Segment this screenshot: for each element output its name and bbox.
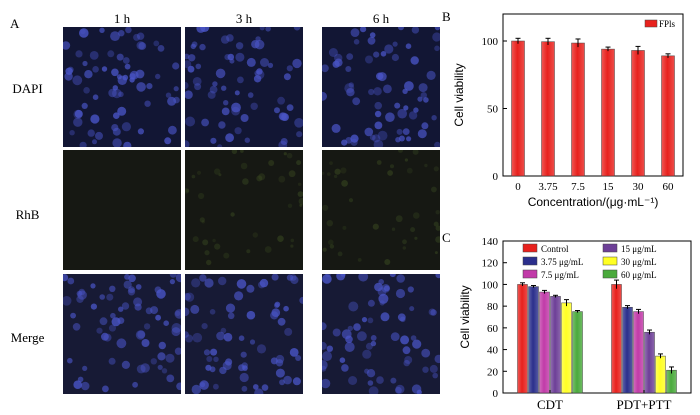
bar	[633, 311, 644, 394]
legend-label: 7.5 μg/mL	[541, 270, 579, 280]
micrograph-rhb-3	[322, 150, 440, 270]
micrograph-rhb-1	[63, 150, 181, 270]
micrograph-merge-3	[322, 274, 440, 394]
bar	[611, 284, 622, 394]
bar	[644, 331, 655, 394]
micrograph-rhb-2	[185, 150, 303, 270]
legend-swatch	[602, 243, 618, 253]
bar	[666, 369, 677, 394]
bar	[655, 355, 666, 394]
bar	[528, 286, 539, 394]
legend-swatch	[522, 269, 538, 279]
y-tick-label: 40	[487, 345, 499, 357]
legend-swatch	[522, 243, 538, 253]
y-axis-label: Cell viability	[452, 63, 466, 126]
legend-label: 30 μg/mL	[621, 257, 657, 267]
legend-label: 15 μg/mL	[621, 244, 657, 254]
bar	[550, 296, 561, 394]
x-tick-label: 3.75	[538, 181, 558, 193]
micrograph-dapi-1	[63, 27, 181, 147]
panel-c-label: C	[442, 230, 451, 245]
chart-b: 0 50 100 Cell viability 0 3.75 7.5 15 30 60 Concen…	[452, 13, 684, 209]
x-tick-label: 7.5	[571, 181, 585, 193]
legend-label: 3.75 μg/mL	[541, 257, 583, 267]
y-tick-label: 0	[493, 388, 499, 400]
x-tick-label: 60	[663, 181, 675, 193]
chart-c: 0 20 40 60 80 100 120 140 Cell viability CDT PDT+P…	[458, 236, 692, 412]
legend-swatch	[602, 269, 618, 279]
column-header-6h: 6 h	[372, 11, 390, 26]
panel-a-label: A	[10, 16, 20, 31]
bar	[661, 55, 675, 177]
x-tick-label: PDT+PTT	[616, 397, 671, 412]
panel-b-label: B	[442, 9, 451, 24]
column-header-3h: 3 h	[235, 11, 253, 26]
x-axis-label: Concentration/(μg·mL⁻¹)	[528, 195, 659, 209]
bar	[517, 284, 528, 394]
y-tick-label: 20	[487, 366, 499, 378]
column-header-1h: 1 h	[113, 11, 131, 26]
row-label-rhb: RhB	[15, 207, 40, 222]
bar	[572, 311, 583, 394]
bar	[511, 40, 525, 177]
plot-frame	[502, 240, 692, 394]
plot-frame	[502, 13, 684, 177]
bar	[631, 50, 645, 177]
y-tick-label: 140	[482, 236, 499, 248]
x-tick-label: 15	[603, 181, 615, 193]
y-tick-label: 100	[482, 279, 499, 291]
y-tick-label: 100	[482, 36, 499, 48]
micrograph-dapi-3	[322, 27, 440, 147]
bar	[561, 302, 572, 394]
y-tick-label: 80	[487, 301, 499, 313]
bar	[571, 42, 585, 177]
bar	[541, 41, 555, 177]
legend-swatch-fpls	[644, 19, 658, 28]
y-tick-label: 120	[482, 258, 499, 270]
legend-swatch	[602, 256, 618, 266]
micrograph-merge-1	[63, 274, 181, 394]
row-label-merge: Merge	[10, 330, 45, 345]
y-tick-label: 50	[487, 104, 499, 116]
y-axis-label: Cell viability	[458, 285, 472, 348]
micrograph-dapi-2	[185, 27, 303, 147]
x-tick-label: 0	[515, 181, 521, 193]
legend-label: 60 μg/mL	[621, 270, 657, 280]
micrograph-merge-2	[185, 274, 303, 394]
legend-swatch	[522, 256, 538, 266]
y-tick-label: 60	[487, 323, 499, 335]
x-tick-label: 30	[633, 181, 645, 193]
legend-label-fpls: FPls	[659, 19, 676, 29]
y-tick-label: 0	[493, 171, 499, 183]
legend-label: Control	[541, 244, 569, 254]
bar	[539, 291, 550, 394]
x-tick-label: CDT	[537, 397, 563, 412]
bar	[622, 306, 633, 394]
bar	[601, 48, 615, 177]
row-label-dapi: DAPI	[12, 81, 43, 96]
